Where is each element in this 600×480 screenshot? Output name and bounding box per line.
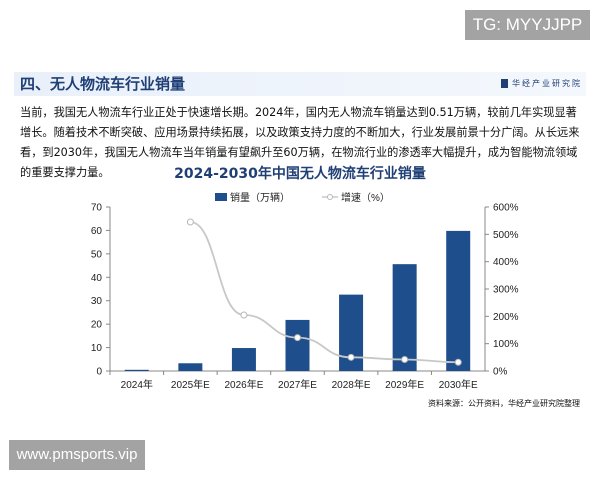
bar [392, 264, 417, 371]
left-tick-label: 40 [91, 273, 103, 284]
chart: 0 10 20 30 40 50 60 70 0% 100% 200% 300% 400% 500% 600… [91, 191, 519, 391]
x-tick-label: 2028年E [332, 378, 371, 391]
left-tick-label: 70 [91, 203, 103, 214]
legend-bar-label: 销量（万辆） [230, 191, 290, 204]
legend-line-marker [327, 194, 333, 200]
chart-title: 2024-2030年中国无人物流车行业销量 [174, 166, 426, 182]
x-tick-label: 2025年E [171, 378, 210, 391]
left-tick-label: 30 [91, 296, 103, 307]
chart-source: 资料来源：公开资料，华经产业研究院整理 [428, 399, 580, 408]
right-tick-label: 600% [493, 203, 519, 214]
brand-name: 华经产业研究院 [512, 79, 582, 88]
bar [178, 363, 203, 371]
right-tick-label: 500% [493, 230, 519, 241]
growth-point [294, 334, 301, 342]
right-tick-label: 0% [493, 367, 508, 378]
site-watermark: www.pmsports.vip [9, 440, 145, 470]
left-tick-label: 50 [91, 249, 103, 260]
growth-point [186, 218, 194, 226]
left-tick-label: 10 [91, 343, 103, 354]
x-tick-label: 2027年E [278, 378, 317, 391]
left-tick-label: 0 [96, 367, 102, 378]
bar [446, 230, 471, 371]
bar [124, 369, 149, 371]
left-tick-label: 60 [91, 226, 103, 237]
x-tick-label: 2029年E [385, 378, 424, 391]
legend-bar-swatch [215, 193, 227, 201]
growth-point [401, 356, 409, 364]
x-tick-label: 2024年 [121, 378, 153, 391]
brand: 华经产业研究院 [501, 72, 582, 96]
right-tick-label: 100% [493, 339, 519, 350]
x-tick-label: 2026年E [224, 378, 263, 391]
growth-point [347, 353, 355, 361]
brand-logo-icon [501, 79, 508, 88]
legend-line-label: 增速（%） [341, 191, 390, 204]
right-tick-label: 200% [493, 312, 519, 323]
growth-line [190, 221, 459, 364]
bar [231, 348, 256, 371]
x-tick-label: 2030年E [439, 378, 478, 391]
body-paragraph: 当前，我国无人物流车行业正处于快速增长期。2024年，国内无人物流车销量达到0.… [20, 106, 580, 179]
bar [285, 319, 310, 371]
right-tick-label: 300% [493, 285, 519, 296]
left-tick-label: 20 [91, 320, 103, 331]
tg-watermark: TG: MYYJJPP [465, 10, 590, 40]
section-title: 四、无人物流车行业销量 [20, 75, 186, 93]
title-band [14, 72, 586, 96]
right-tick-label: 400% [493, 257, 519, 268]
growth-point [240, 311, 248, 319]
growth-point [454, 358, 462, 366]
